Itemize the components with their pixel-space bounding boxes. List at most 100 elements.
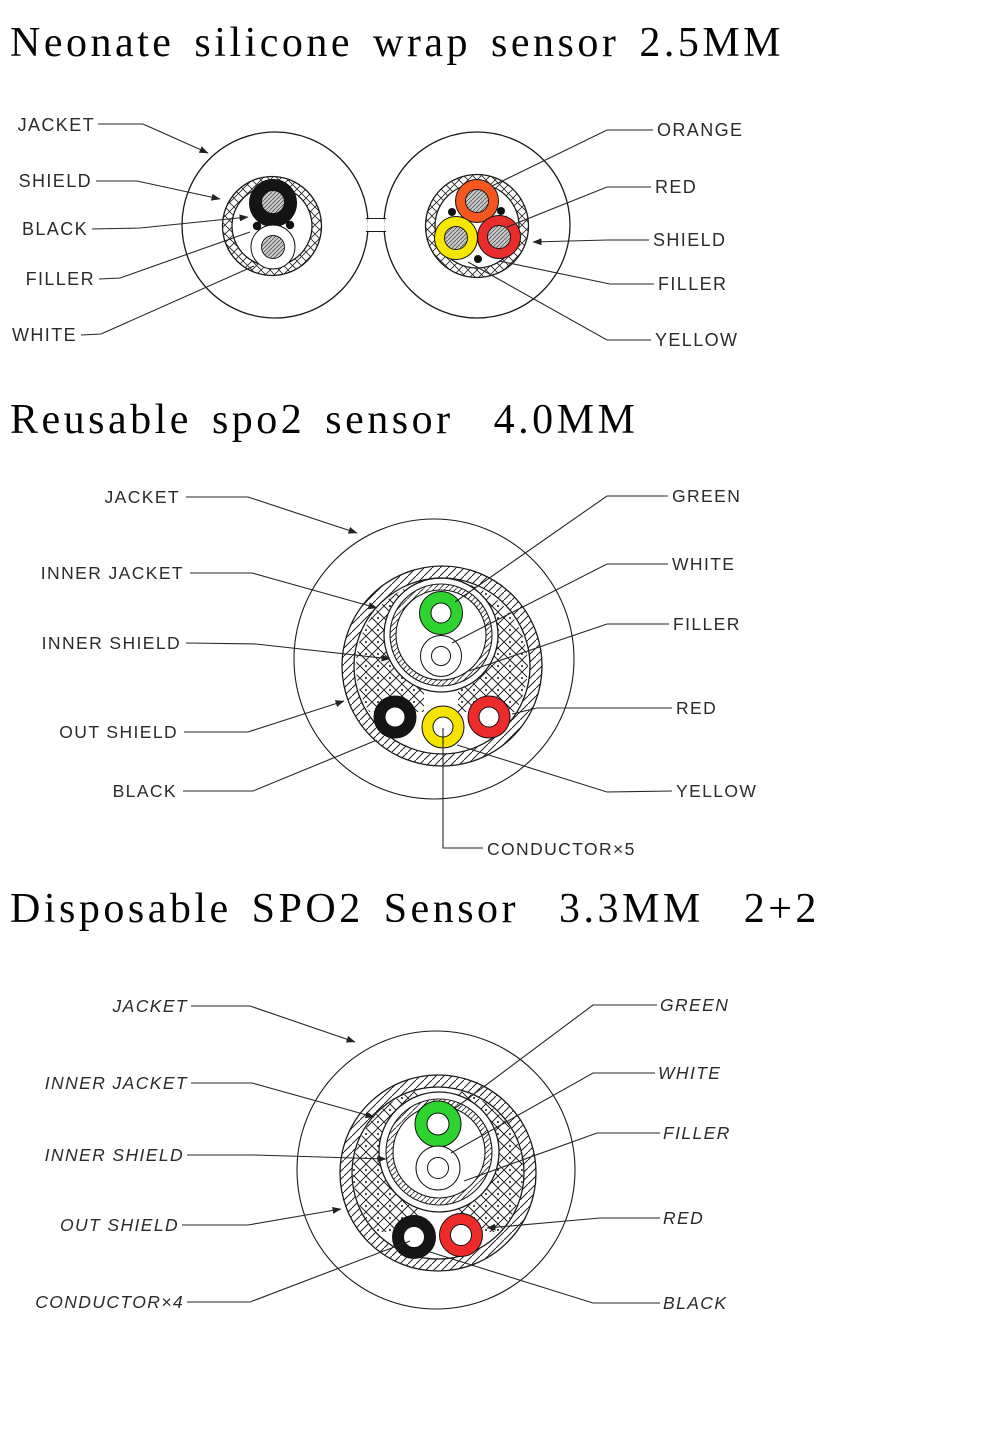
leader-out-shield [182,1206,342,1226]
leader-inner-jacket [190,572,378,610]
label-red: RED [663,1208,704,1228]
shield-outer-left [221,175,323,277]
section-title-disposable: Disposable SPO2 Sensor 3.3MM 2+2 [10,886,820,932]
filler-dot-right-b [497,207,505,215]
leader-black [91,214,249,230]
disposable-leaders [182,1004,660,1304]
label-shield-right: SHIELD [653,230,726,250]
label-black: BLACK [663,1293,727,1313]
jacket-web-lines [366,217,386,233]
label-white: WHITE [658,1063,721,1083]
conductor-green-hole [426,1112,450,1136]
conductor-white-hole [427,1157,449,1179]
inner-shield-outer [385,1098,493,1206]
leader-orange [491,129,653,187]
leader-red [506,186,651,228]
filler-dot-left-a [252,221,262,231]
leader-red [486,1217,660,1231]
label-yellow: YELLOW [676,781,757,801]
label-white: WHITE [672,554,735,574]
conductor-red-hole [450,1224,472,1246]
leader-red [511,707,672,715]
label-white: WHITE [12,325,77,345]
leader-filler-left [98,231,251,280]
label-jacket: JACKET [18,115,95,135]
section-title-neonate: Neonate silicone wrap sensor 2.5MM [10,20,784,66]
label-black: BLACK [22,219,88,239]
conductor-red-hole [478,706,500,728]
label-filler: FILLER [673,614,741,634]
leader-out-shield [184,700,345,733]
reusable-labels: JACKET INNER JACKET INNER SHIELD OUT SHI… [41,486,757,859]
conductor-black-hole [384,706,406,728]
conductor-orange-core [465,189,489,213]
jacket-web-gap [367,219,385,232]
label-green: GREEN [660,995,729,1015]
leader-jacket [98,123,209,154]
conductor-black-core [261,190,285,214]
label-out-shield: OUT SHIELD [59,722,178,742]
label-green: GREEN [672,486,741,506]
shield-braid-crescents [353,1090,523,1232]
label-filler: FILLER [663,1123,731,1143]
leader-black [429,1251,660,1304]
leader-jacket [191,1005,356,1043]
disposable-labels: JACKET INNER JACKET INNER SHIELD OUT SHI… [35,995,731,1313]
out-shield-outer [339,1074,537,1272]
conductor-green-hole [430,602,452,624]
inner-jacket-circle [378,1091,500,1213]
section-disposable: Disposable SPO2 Sensor 3.3MM 2+2 [10,886,820,1313]
label-inner-shield: INNER SHIELD [42,633,181,653]
label-inner-jacket: INNER JACKET [45,1073,188,1093]
leader-white [451,563,668,644]
neonate-leaders [80,123,654,341]
leader-inner-shield [185,642,391,662]
conductor-white-core [261,235,285,259]
label-out-shield: OUT SHIELD [60,1215,179,1235]
label-orange: ORANGE [657,120,743,140]
inner-jacket-circle [383,577,499,693]
jacket-right-circle [383,131,571,319]
jacket-circle [296,1030,576,1310]
label-yellow: YELLOW [655,330,738,350]
conductor-black-hole [403,1226,425,1248]
label-black: BLACK [113,781,177,801]
label-filler-right: FILLER [658,274,727,294]
filler-dot-right-c [474,255,482,263]
leader-filler-right [498,260,654,285]
leader-shield-right [532,238,649,246]
label-inner-jacket: INNER JACKET [41,563,184,583]
leader-filler [463,1132,660,1182]
neonate-cable-cross-section [181,131,571,319]
neonate-labels: JACKET SHIELD BLACK FILLER WHITE ORANGE … [12,115,743,350]
conductor-red-core [487,225,511,249]
reusable-leaders [183,495,673,849]
inner-shield-inner [395,589,487,681]
leader-white [450,1072,655,1154]
label-jacket: JACKET [112,996,189,1016]
label-conductor-x5: CONDUCTOR×5 [487,839,636,859]
shield-outer-right [424,173,530,279]
reusable-cable-cross-section [293,518,575,800]
leader-filler [468,623,669,672]
section-reusable: Reusable spo2 sensor 4.0MM [10,397,757,859]
leader-green [454,495,668,603]
disposable-cable-cross-section [296,1030,576,1310]
leader-inner-shield [187,1154,387,1163]
label-conductor-x4: CONDUCTOR×4 [35,1292,184,1312]
leader-green [453,1004,657,1110]
section-title-reusable: Reusable spo2 sensor 4.0MM [10,397,638,443]
label-red: RED [655,177,697,197]
leader-inner-jacket [191,1082,375,1119]
out-shield-inner [351,1086,525,1260]
leader-shield-left [96,180,221,201]
label-red: RED [676,698,717,718]
leader-jacket [186,496,358,534]
label-filler-left: FILLER [26,269,95,289]
leader-white [80,265,255,336]
leader-yellow [456,744,673,793]
jacket-circle [293,518,575,800]
leader-conductor-count [187,1240,411,1303]
